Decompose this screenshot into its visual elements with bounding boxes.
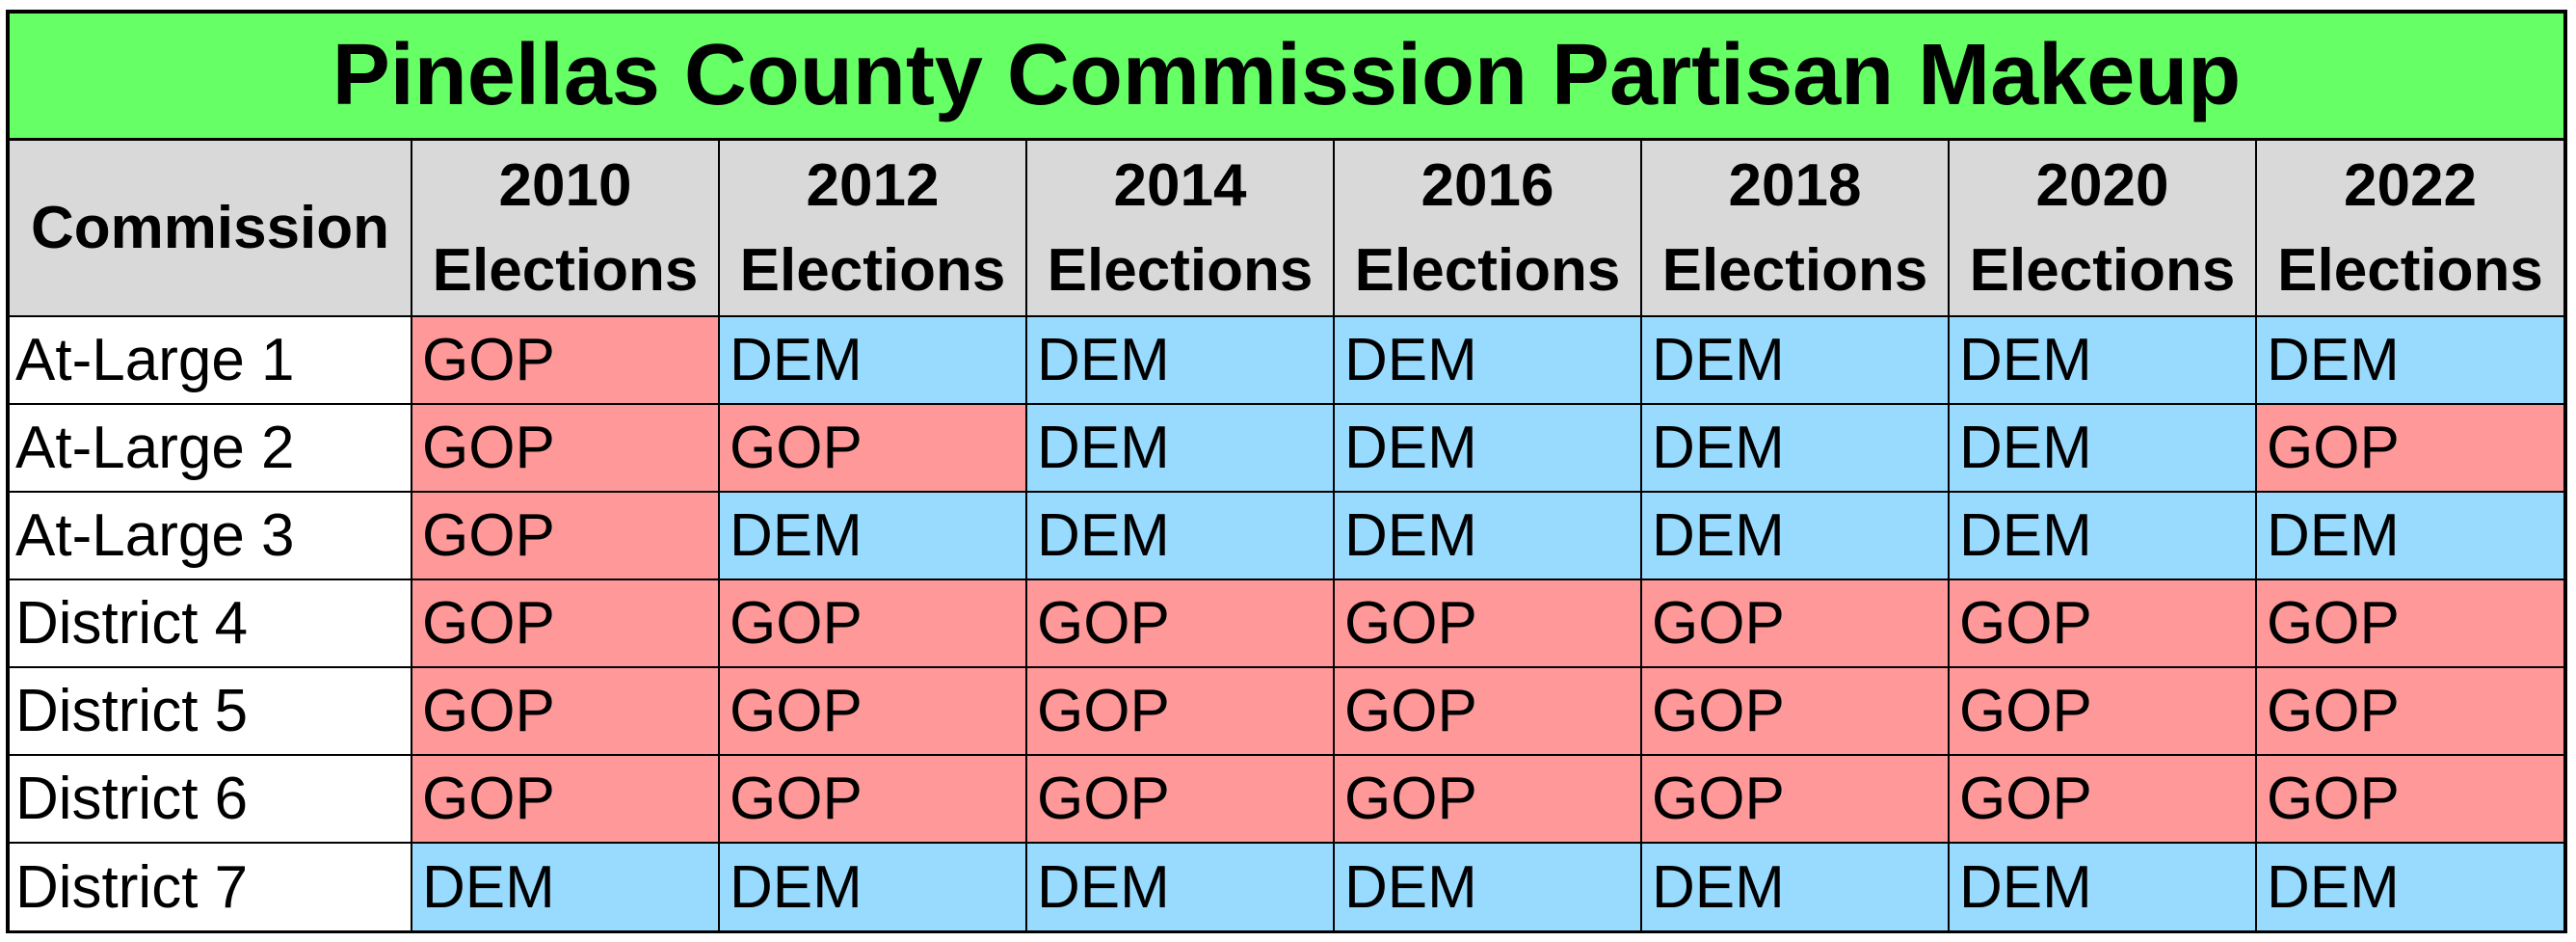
table-row: At-Large 3 GOP DEM DEM DEM DEM DEM DEM <box>10 491 2563 580</box>
party-cell: GOP <box>1640 666 1950 756</box>
party-cell: DEM <box>1948 403 2257 493</box>
party-cell: DEM <box>1333 315 1642 405</box>
party-cell: DEM <box>1025 315 1335 405</box>
column-header-year: 2016 <box>1421 151 1554 219</box>
party-cell: GOP <box>411 754 720 844</box>
party-cell: DEM <box>1640 403 1950 493</box>
column-header-2016: 2016 Elections <box>1333 141 1642 317</box>
party-cell: DEM <box>718 491 1027 580</box>
party-cell: GOP <box>718 579 1027 668</box>
party-cell: DEM <box>2255 491 2563 580</box>
party-cell: DEM <box>1333 491 1642 580</box>
column-header-2010: 2010 Elections <box>411 141 720 317</box>
column-header-year: 2020 <box>2035 151 2169 219</box>
party-cell: GOP <box>2255 666 2563 756</box>
commission-column-header: Commission <box>10 141 412 317</box>
column-header-label: Elections <box>1047 236 1314 304</box>
party-cell: GOP <box>411 579 720 668</box>
seat-label: District 5 <box>10 666 412 756</box>
party-cell: GOP <box>1333 666 1642 756</box>
column-header-label: Elections <box>1354 236 1621 304</box>
seat-label: At-Large 1 <box>10 315 412 405</box>
table-body: At-Large 1 GOP DEM DEM DEM DEM DEM DEM At-Large … <box>10 315 2563 930</box>
party-cell: DEM <box>1640 315 1950 405</box>
table-row: District 6 GOP GOP GOP GOP GOP GOP GOP <box>10 754 2563 844</box>
commission-grid: Commission 2010 Elections 2012 Elections 201… <box>10 141 2563 930</box>
party-cell: DEM <box>1333 403 1642 493</box>
party-cell: DEM <box>1948 842 2257 930</box>
party-cell: GOP <box>411 491 720 580</box>
party-cell: DEM <box>1948 491 2257 580</box>
party-cell: DEM <box>1333 842 1642 930</box>
column-header-2022: 2022 Elections <box>2255 141 2563 317</box>
party-cell: GOP <box>1025 579 1335 668</box>
column-header-2018: 2018 Elections <box>1640 141 1950 317</box>
party-cell: GOP <box>1640 579 1950 668</box>
party-cell: DEM <box>1025 403 1335 493</box>
party-cell: DEM <box>1640 491 1950 580</box>
party-cell: GOP <box>718 754 1027 844</box>
party-cell: GOP <box>2255 579 2563 668</box>
column-header-year: 2014 <box>1113 151 1247 219</box>
column-header-label: Elections <box>1661 236 1928 304</box>
table-row: District 4 GOP GOP GOP GOP GOP GOP GOP <box>10 579 2563 668</box>
table-row: District 5 GOP GOP GOP GOP GOP GOP GOP <box>10 666 2563 756</box>
seat-label: District 6 <box>10 754 412 844</box>
party-cell: GOP <box>1333 754 1642 844</box>
party-cell: GOP <box>1948 666 2257 756</box>
party-cell: DEM <box>2255 315 2563 405</box>
party-cell: DEM <box>1025 491 1335 580</box>
column-header-label: Elections <box>739 236 1006 304</box>
table-title: Pinellas County Commission Partisan Make… <box>10 13 2563 141</box>
party-cell: DEM <box>1640 842 1950 930</box>
party-cell: DEM <box>1025 842 1335 930</box>
seat-label: At-Large 2 <box>10 403 412 493</box>
header-row: Commission 2010 Elections 2012 Elections 201… <box>10 141 2563 317</box>
party-cell: GOP <box>718 666 1027 756</box>
seat-label: District 7 <box>10 842 412 930</box>
column-header-label: Elections <box>2277 236 2543 304</box>
column-header-2014: 2014 Elections <box>1025 141 1335 317</box>
table-row: District 7 DEM DEM DEM DEM DEM DEM DEM <box>10 842 2563 930</box>
party-cell: DEM <box>718 315 1027 405</box>
partisan-makeup-table: Pinellas County Commission Partisan Make… <box>6 10 2567 933</box>
column-header-label: Elections <box>432 236 699 304</box>
party-cell: DEM <box>411 842 720 930</box>
party-cell: GOP <box>718 403 1027 493</box>
seat-label: District 4 <box>10 579 412 668</box>
party-cell: GOP <box>411 403 720 493</box>
table-row: At-Large 1 GOP DEM DEM DEM DEM DEM DEM <box>10 315 2563 405</box>
table-row: At-Large 2 GOP GOP DEM DEM DEM DEM GOP <box>10 403 2563 493</box>
column-header-year: 2010 <box>498 151 632 219</box>
party-cell: DEM <box>1948 315 2257 405</box>
party-cell: GOP <box>2255 403 2563 493</box>
party-cell: DEM <box>718 842 1027 930</box>
column-header-year: 2018 <box>1728 151 1862 219</box>
party-cell: GOP <box>1948 754 2257 844</box>
party-cell: GOP <box>1025 754 1335 844</box>
party-cell: GOP <box>411 315 720 405</box>
party-cell: GOP <box>1948 579 2257 668</box>
column-header-year: 2012 <box>806 151 940 219</box>
party-cell: GOP <box>1333 579 1642 668</box>
party-cell: GOP <box>1640 754 1950 844</box>
party-cell: GOP <box>2255 754 2563 844</box>
party-cell: GOP <box>411 666 720 756</box>
column-header-2020: 2020 Elections <box>1948 141 2257 317</box>
column-header-label: Elections <box>1969 236 2236 304</box>
column-header-year: 2022 <box>2344 151 2477 219</box>
seat-label: At-Large 3 <box>10 491 412 580</box>
column-header-2012: 2012 Elections <box>718 141 1027 317</box>
party-cell: GOP <box>1025 666 1335 756</box>
party-cell: DEM <box>2255 842 2563 930</box>
